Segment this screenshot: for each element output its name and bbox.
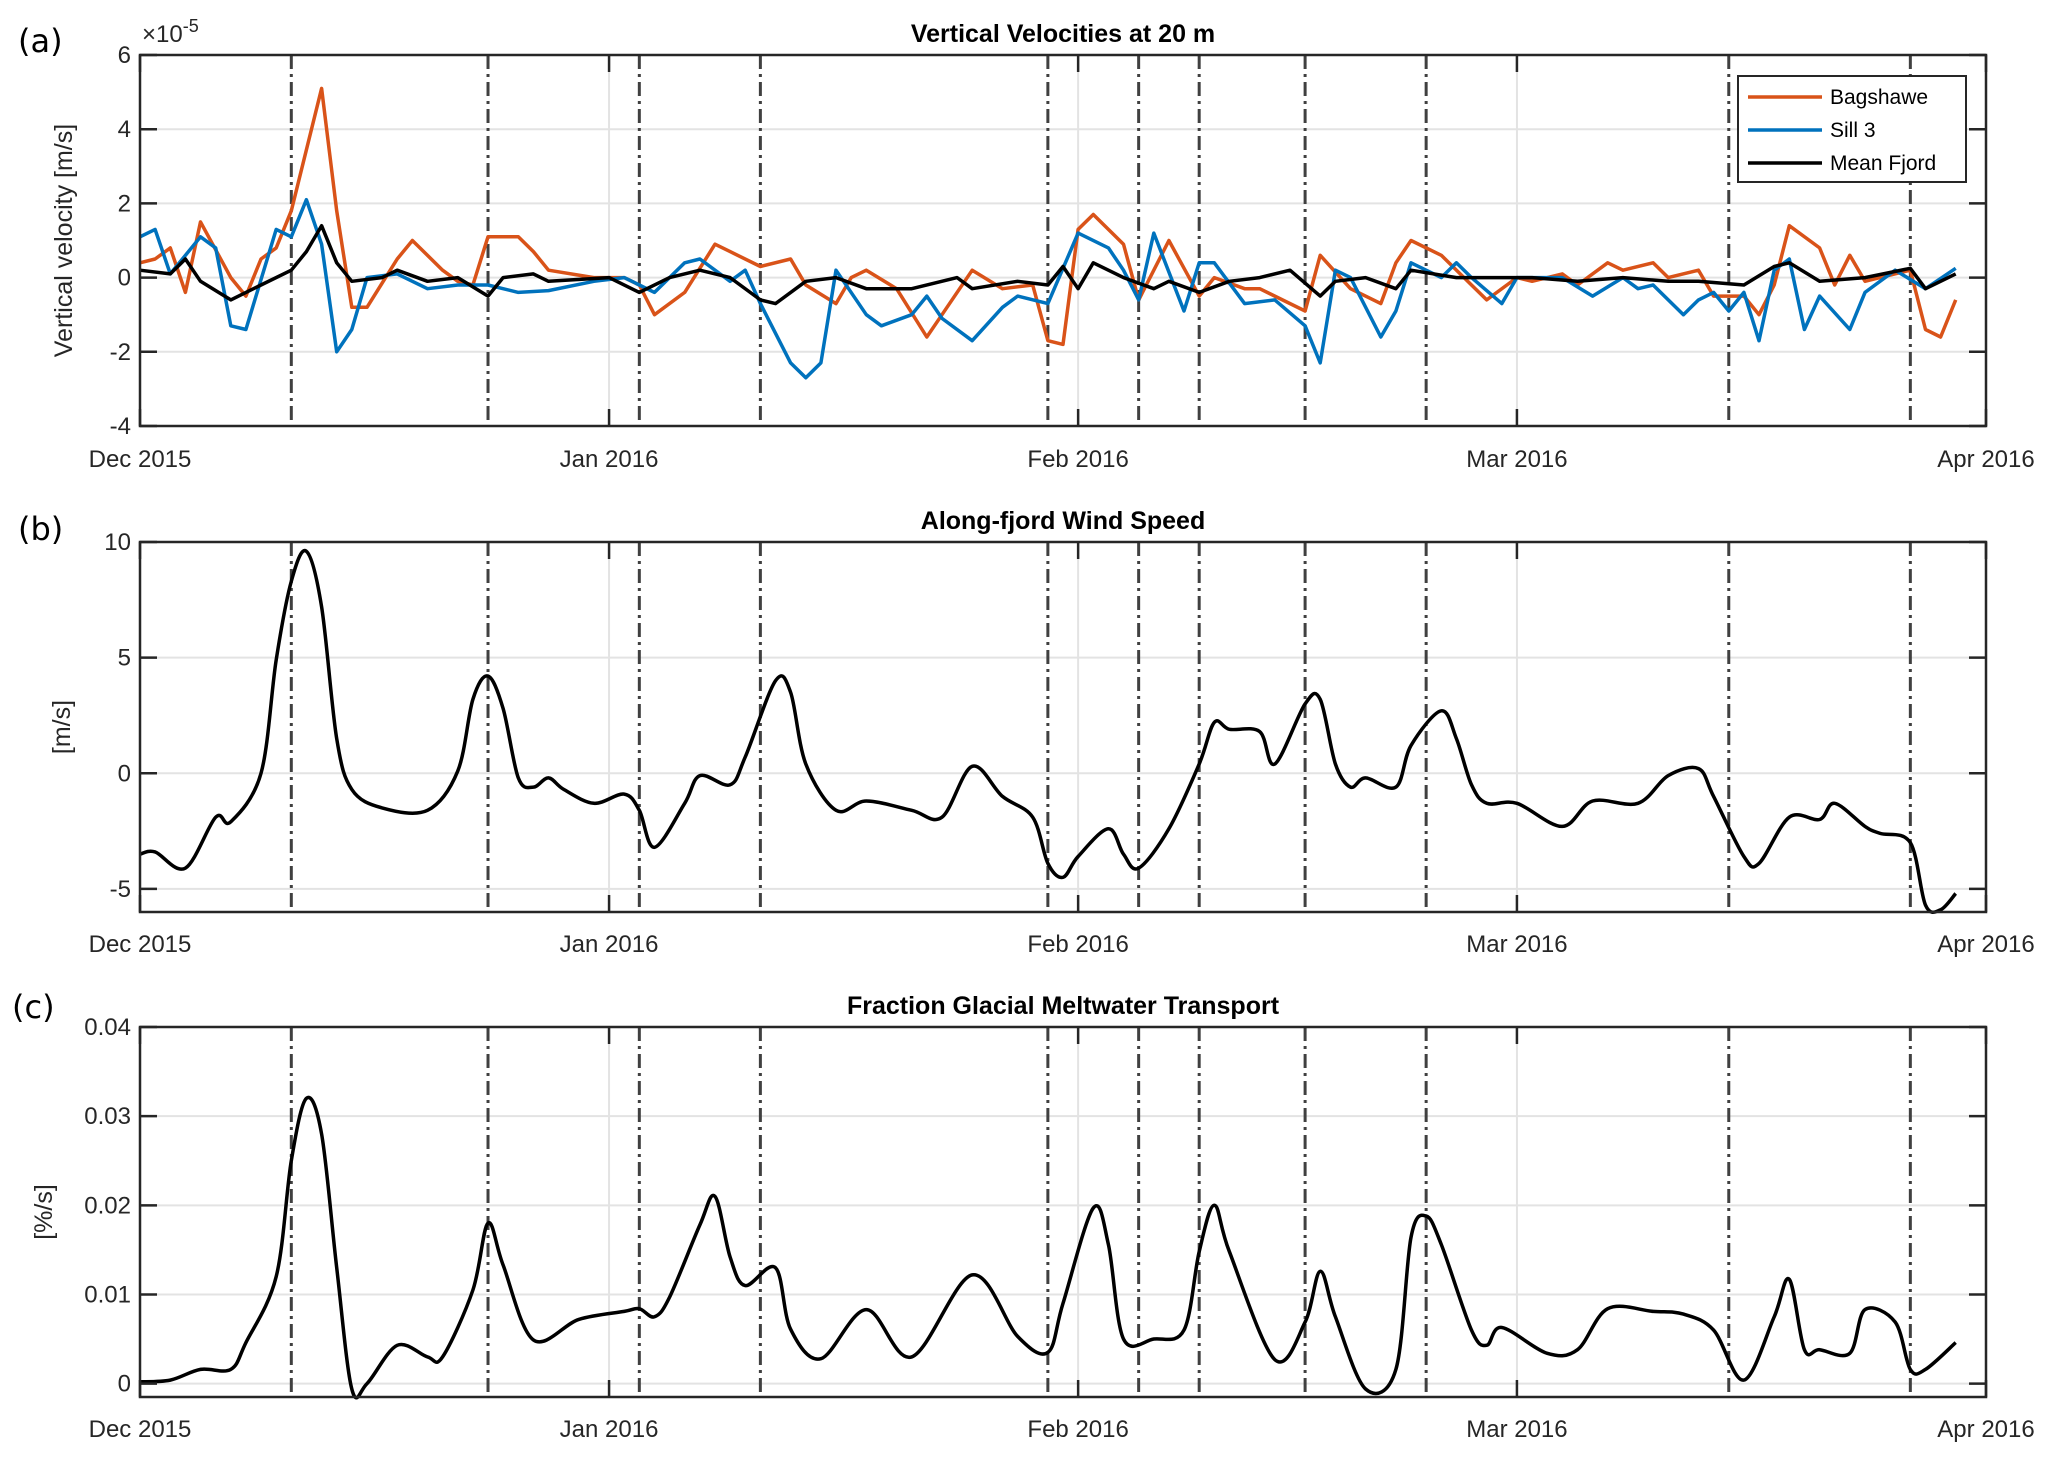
legend-entry: Mean Fjord: [1830, 152, 1936, 175]
axes-box: [138, 53, 1988, 428]
x-tick-label: Dec 2015: [89, 1416, 192, 1443]
x-tick-label: Feb 2016: [1027, 446, 1128, 473]
x-tick-label: Mar 2016: [1466, 446, 1567, 473]
y-tick-label: 6: [118, 42, 131, 69]
y-tick-label: 0.04: [84, 1014, 131, 1041]
panel-label: (a): [18, 22, 63, 60]
x-tick-label: Dec 2015: [89, 446, 192, 473]
y-tick-label: 10: [104, 529, 131, 556]
plot-area: [140, 55, 1986, 426]
x-tick-label: Jan 2016: [560, 931, 659, 958]
panel-a: -4 -2 0 2 4 6 Dec 2015 Jan 2016 Feb 2016 Mar 2016…: [18, 16, 2035, 473]
x-tick-label: Mar 2016: [1466, 931, 1567, 958]
y-tick-label: 0.02: [84, 1192, 131, 1219]
panel-label: (b): [18, 510, 63, 548]
legend: Bagshawe Sill 3 Mean Fjord: [1737, 75, 1967, 183]
axes-box: [138, 540, 1988, 914]
legend-entry: Sill 3: [1830, 119, 1876, 142]
y-axis-label: Vertical velocity [m/s]: [50, 124, 78, 357]
legend-entry: Bagshawe: [1830, 86, 1928, 109]
axes-box: [138, 1025, 1988, 1399]
chart-title: Along-fjord Wind Speed: [921, 507, 1205, 535]
x-tick-label: Apr 2016: [1937, 1416, 2034, 1443]
plot-area: [140, 542, 1986, 912]
x-tick-label: Dec 2015: [89, 931, 192, 958]
y-tick-label: -4: [110, 413, 131, 440]
series-line-mean-fjord: [139, 223, 1957, 306]
y-tick-label: 0: [118, 760, 131, 787]
chart-title: Vertical Velocities at 20 m: [911, 20, 1215, 48]
x-tick-label: Mar 2016: [1466, 1416, 1567, 1443]
series-line-value: [139, 548, 1958, 915]
plot-area: [140, 1027, 1986, 1397]
y-tick-label: 2: [118, 190, 131, 217]
panel-label: (c): [12, 988, 55, 1026]
y-tick-label: 0.01: [84, 1281, 131, 1308]
y-tick-label: 0: [118, 265, 131, 292]
x-tick-label: Jan 2016: [560, 1416, 659, 1443]
x-tick-label: Jan 2016: [560, 446, 659, 473]
panel-c: 0 0.01 0.02 0.03 0.04 Dec 2015 Jan 2016 Feb 201…: [12, 988, 2035, 1443]
y-axis-label: [%/s]: [30, 1184, 58, 1240]
series-line-bagshawe: [139, 86, 1958, 347]
y-exponent: -5: [183, 16, 199, 36]
y-tick-label: -2: [110, 339, 131, 366]
y-exponent-label: ×10-5: [142, 16, 199, 48]
y-tick-label: 4: [118, 116, 131, 143]
y-tick-label: -5: [110, 876, 131, 903]
y-tick-label: 0: [118, 1371, 131, 1398]
y-axis-label: [m/s]: [48, 700, 76, 754]
x-tick-label: Apr 2016: [1937, 446, 2034, 473]
y-tick-label: 5: [118, 645, 131, 672]
y-tick-label: 0.03: [84, 1103, 131, 1130]
x-tick-label: Feb 2016: [1027, 1416, 1128, 1443]
panel-b: -5 0 5 10 Dec 2015 Jan 2016 Feb 2016 Mar 2016 Ap…: [18, 507, 2035, 958]
series-line-value: [139, 1095, 1957, 1400]
x-tick-label: Apr 2016: [1937, 931, 2034, 958]
y-multiplier: ×10: [142, 21, 183, 48]
chart-title: Fraction Glacial Meltwater Transport: [847, 992, 1280, 1020]
x-tick-label: Feb 2016: [1027, 931, 1128, 958]
